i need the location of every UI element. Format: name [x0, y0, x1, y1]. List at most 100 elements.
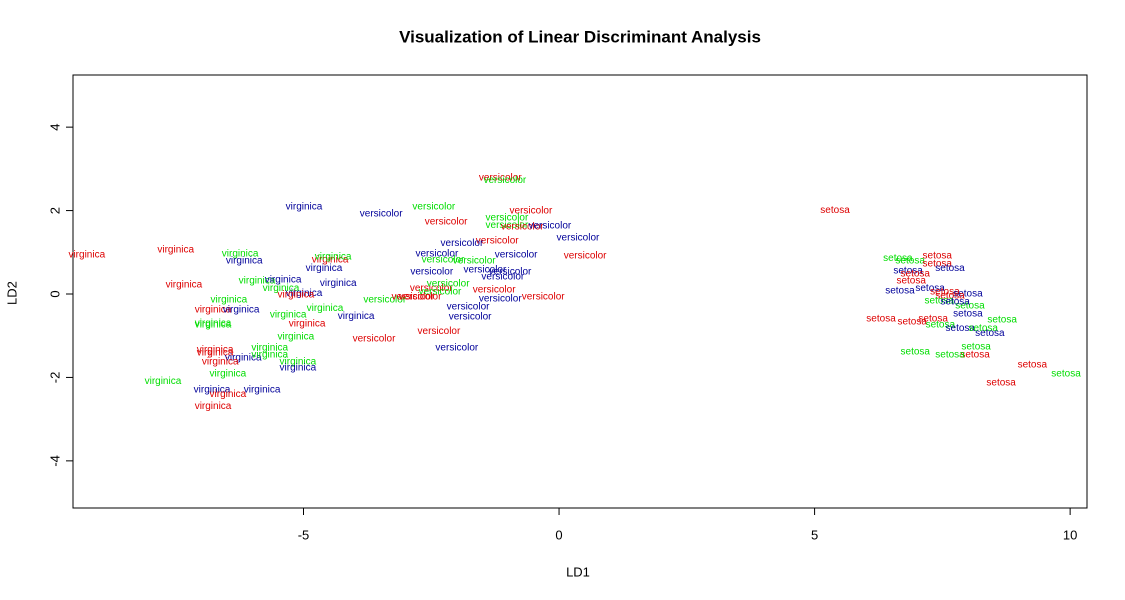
- point-label: setosa: [923, 259, 953, 270]
- point-label: setosa: [1018, 360, 1048, 371]
- point-label: versicolor: [483, 175, 526, 186]
- point-label: virginica: [166, 279, 203, 290]
- point-label: setosa: [926, 320, 956, 331]
- point-label: versicolor: [479, 294, 522, 305]
- point-label: versicolor: [522, 292, 565, 303]
- point-label: versicolor: [422, 254, 465, 265]
- point-label: versicolor: [435, 342, 478, 353]
- point-label: virginica: [315, 252, 352, 263]
- y-tick-label: -4: [47, 455, 62, 467]
- point-label: setosa: [935, 291, 965, 302]
- point-label: versicolor: [564, 251, 607, 262]
- point-label: virginica: [280, 357, 317, 368]
- point-label: setosa: [986, 377, 1016, 388]
- point-label: virginica: [210, 389, 247, 400]
- point-label: versicolor: [419, 287, 462, 298]
- point-label: versicolor: [501, 221, 544, 232]
- point-label: setosa: [953, 289, 983, 300]
- point-label: versicolor: [510, 206, 553, 217]
- point-label: virginica: [306, 263, 343, 274]
- y-tick-label: 0: [47, 290, 62, 297]
- point-label: versicolor: [360, 209, 403, 220]
- point-label: setosa: [930, 287, 960, 298]
- point-label: virginica: [225, 352, 262, 363]
- point-label: virginica: [194, 385, 231, 396]
- point-label: setosa: [820, 205, 850, 216]
- point-label: versicolor: [412, 201, 455, 212]
- point-label: versicolor: [473, 284, 516, 295]
- point-label: virginica: [195, 304, 232, 315]
- point-label: virginica: [277, 332, 314, 343]
- point-label: versicolor: [418, 326, 461, 337]
- point-label: virginica: [222, 249, 259, 260]
- point-label: versicolor: [464, 264, 507, 275]
- x-tick-label: -5: [298, 527, 310, 542]
- point-label: virginica: [145, 376, 182, 387]
- point-label: virginica: [239, 276, 276, 287]
- point-label: setosa: [893, 266, 923, 277]
- x-tick-label: 10: [1063, 527, 1077, 542]
- point-label: versicolor: [410, 283, 453, 294]
- point-label: setosa: [915, 283, 945, 294]
- point-label: setosa: [975, 328, 1005, 339]
- point-label: setosa: [885, 286, 915, 297]
- point-label: setosa: [960, 350, 990, 361]
- y-tick-label: 4: [47, 124, 62, 131]
- point-label: virginica: [210, 369, 247, 380]
- point-label: setosa: [923, 251, 953, 262]
- point-label: versicolor: [479, 173, 522, 184]
- point-label: versicolor: [528, 221, 571, 232]
- point-label: versicolor: [363, 294, 406, 305]
- point-label: versicolor: [425, 216, 468, 227]
- point-label: setosa: [987, 315, 1017, 326]
- point-label: versicolor: [489, 267, 532, 278]
- point-label: versicolor: [486, 220, 529, 231]
- point-label: setosa: [935, 263, 965, 274]
- point-label: virginica: [68, 249, 105, 260]
- point-label: setosa: [901, 269, 931, 280]
- point-label: versicolor: [427, 279, 470, 290]
- point-label: versicolor: [410, 267, 453, 278]
- point-label: versicolor: [486, 213, 529, 224]
- point-label: setosa: [969, 323, 999, 334]
- point-label: virginica: [195, 320, 232, 331]
- point-label: setosa: [883, 253, 913, 264]
- point-label: versicolor: [399, 292, 442, 303]
- point-label: virginica: [226, 256, 263, 267]
- point-label: virginica: [244, 385, 281, 396]
- point-label: virginica: [338, 311, 375, 322]
- point-label: versicolor: [481, 272, 524, 283]
- point-label: virginica: [197, 347, 234, 358]
- point-label: setosa: [940, 297, 970, 308]
- point-label: versicolor: [447, 302, 490, 313]
- point-label: versicolor: [415, 249, 458, 260]
- point-label: versicolor: [353, 334, 396, 345]
- point-label: virginica: [195, 401, 232, 412]
- point-label: virginica: [289, 319, 326, 330]
- point-label: virginica: [320, 278, 357, 289]
- point-label: setosa: [961, 342, 991, 353]
- point-label: setosa: [955, 301, 985, 312]
- point-label: setosa: [953, 309, 983, 320]
- point-label: setosa: [935, 350, 965, 361]
- x-tick-label: 0: [555, 527, 562, 542]
- point-label: virginica: [195, 318, 232, 329]
- point-label: virginica: [157, 244, 194, 255]
- point-label: virginica: [223, 304, 260, 315]
- point-label: virginica: [251, 350, 288, 361]
- point-label: virginica: [312, 254, 349, 265]
- point-label: setosa: [896, 276, 926, 287]
- point-label: versicolor: [557, 233, 600, 244]
- point-label: setosa: [918, 314, 948, 325]
- point-label: versicolor: [476, 236, 519, 247]
- point-label: setosa: [1051, 369, 1081, 380]
- point-label: virginica: [265, 274, 302, 285]
- point-label: versicolor: [391, 292, 434, 303]
- point-label: virginica: [286, 201, 323, 212]
- plot-frame: [72, 74, 1088, 509]
- point-label: setosa: [925, 296, 955, 307]
- point-label: virginica: [251, 342, 288, 353]
- point-label: virginica: [202, 357, 239, 368]
- point-label: setosa: [897, 317, 927, 328]
